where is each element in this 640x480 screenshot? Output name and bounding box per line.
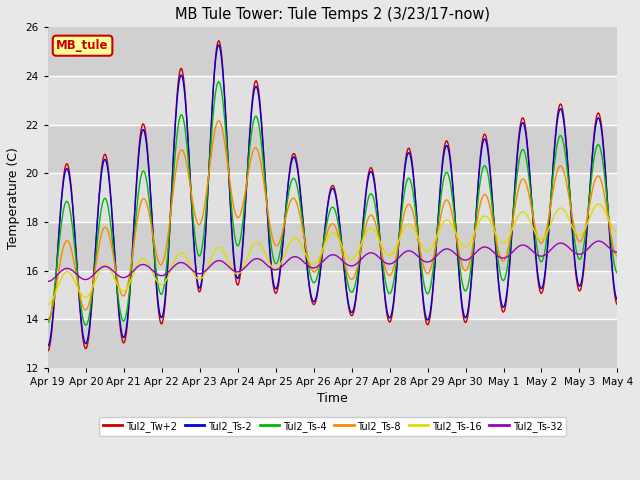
Bar — [48, 271, 618, 319]
Bar — [48, 319, 618, 368]
Bar — [48, 222, 618, 271]
Bar — [48, 27, 618, 76]
X-axis label: Time: Time — [317, 393, 348, 406]
Bar — [48, 173, 618, 222]
Bar — [48, 76, 618, 125]
Title: MB Tule Tower: Tule Temps 2 (3/23/17-now): MB Tule Tower: Tule Temps 2 (3/23/17-now… — [175, 7, 490, 22]
Bar — [48, 125, 618, 173]
Legend: Tul2_Tw+2, Tul2_Ts-2, Tul2_Ts-4, Tul2_Ts-8, Tul2_Ts-16, Tul2_Ts-32: Tul2_Tw+2, Tul2_Ts-2, Tul2_Ts-4, Tul2_Ts… — [99, 417, 566, 436]
Y-axis label: Temperature (C): Temperature (C) — [7, 146, 20, 249]
Text: MB_tule: MB_tule — [56, 39, 109, 52]
